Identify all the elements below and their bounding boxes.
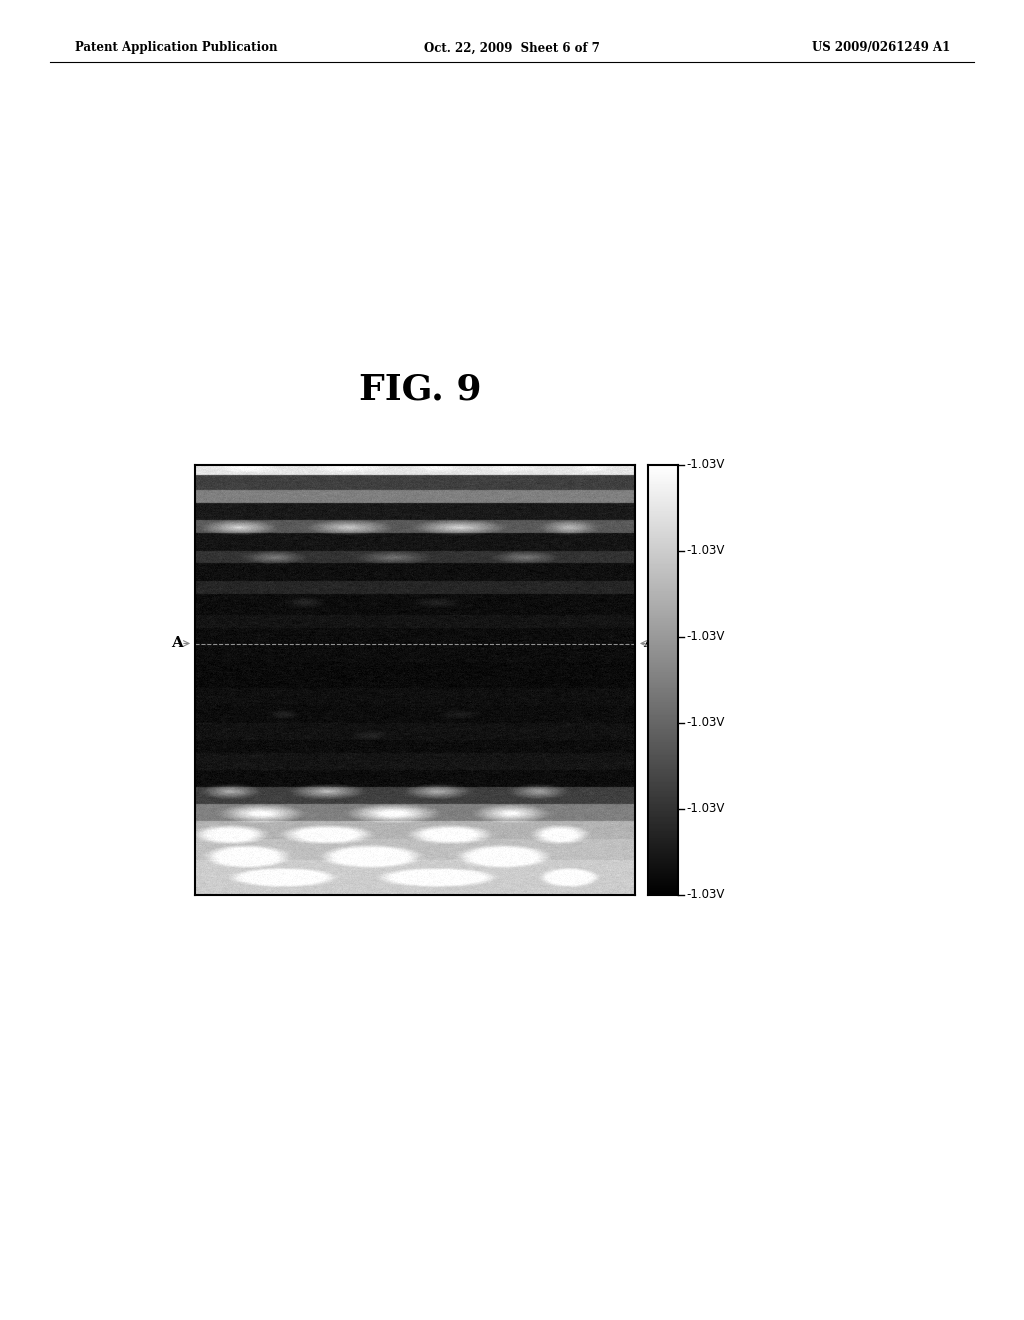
Text: US 2009/0261249 A1: US 2009/0261249 A1 bbox=[812, 41, 950, 54]
Text: -1.03V: -1.03V bbox=[686, 717, 724, 730]
Text: A: A bbox=[643, 636, 655, 651]
Text: Oct. 22, 2009  Sheet 6 of 7: Oct. 22, 2009 Sheet 6 of 7 bbox=[424, 41, 600, 54]
Text: -1.03V: -1.03V bbox=[686, 803, 724, 816]
Text: -1.03V: -1.03V bbox=[686, 544, 724, 557]
Text: -1.03V: -1.03V bbox=[686, 458, 724, 471]
Text: Patent Application Publication: Patent Application Publication bbox=[75, 41, 278, 54]
Text: -1.03V: -1.03V bbox=[686, 631, 724, 644]
Text: A: A bbox=[171, 636, 183, 651]
Text: -1.03V: -1.03V bbox=[686, 888, 724, 902]
Text: FIG. 9: FIG. 9 bbox=[358, 374, 481, 407]
